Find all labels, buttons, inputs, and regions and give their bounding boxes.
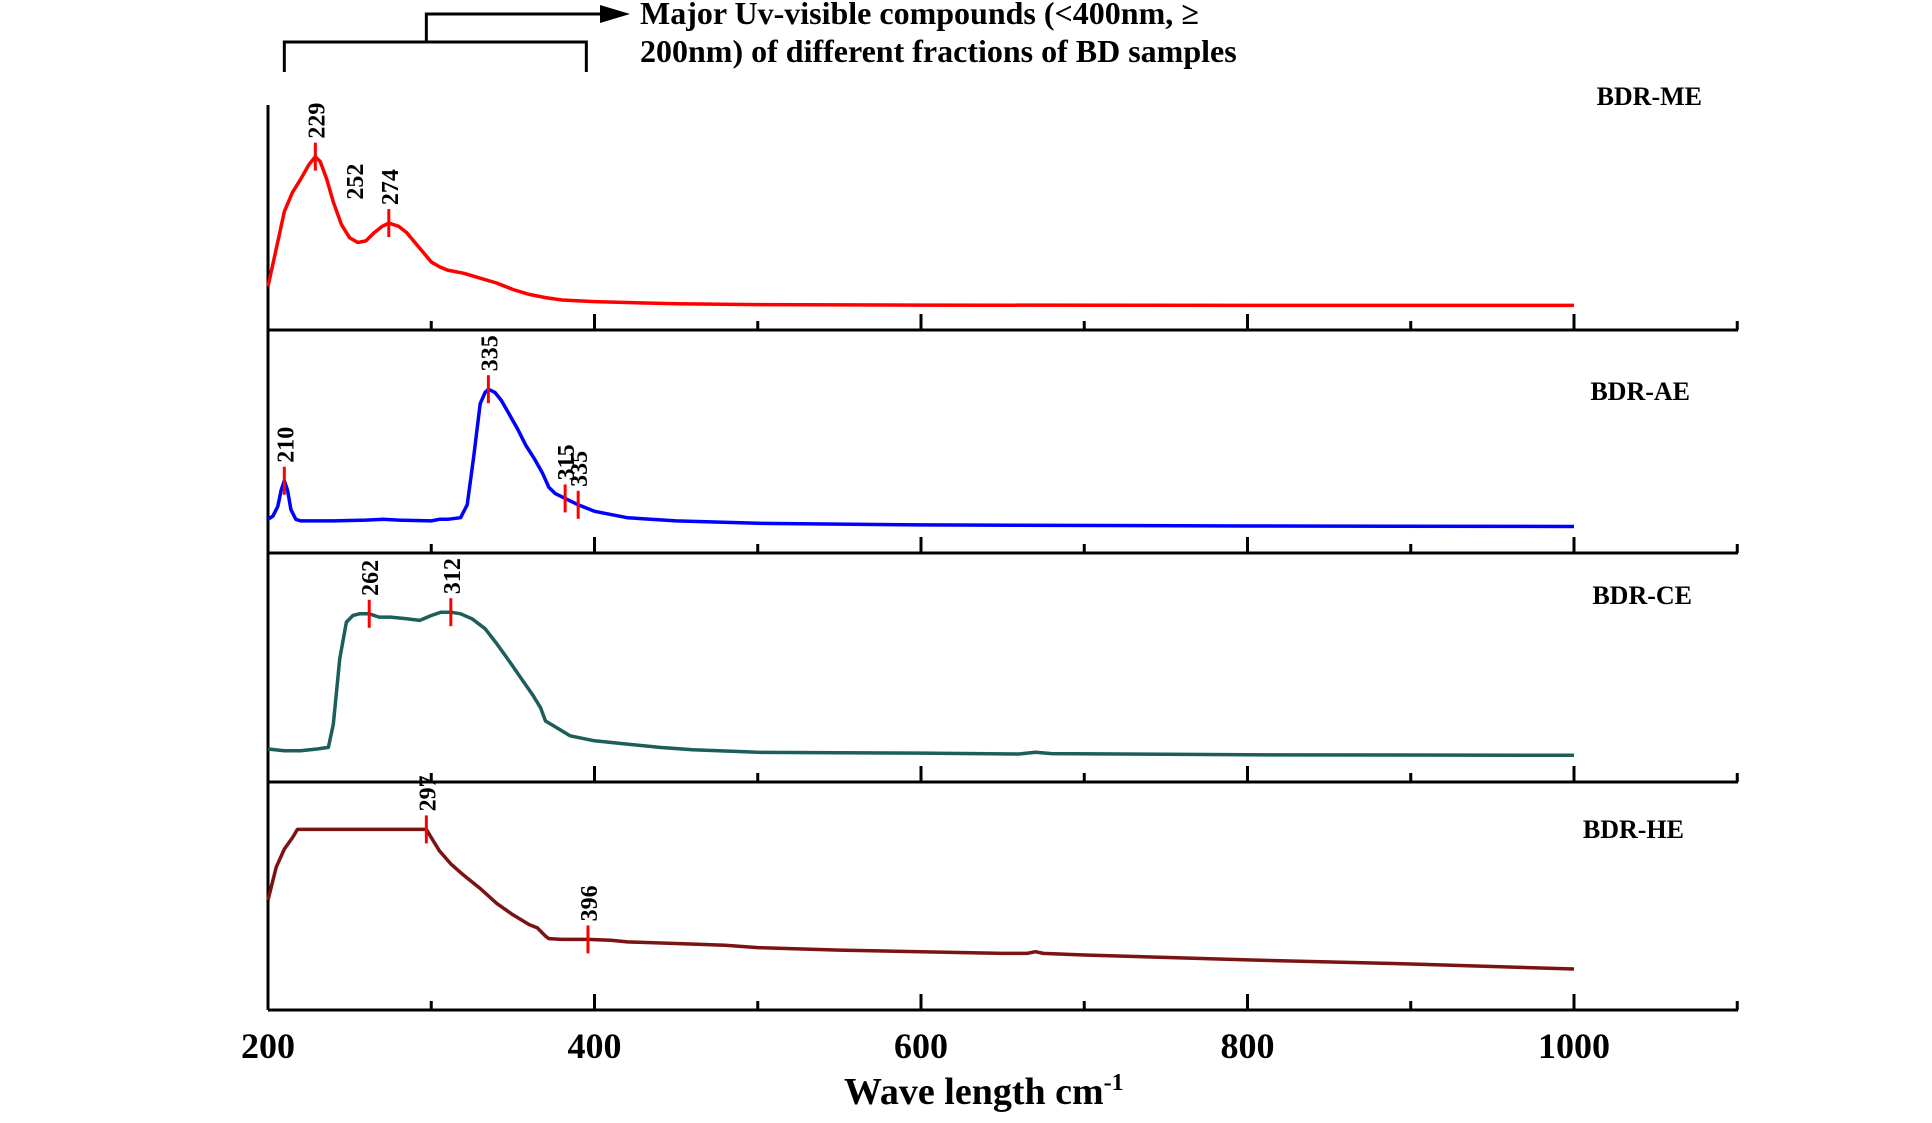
peak-label: 315 <box>554 444 580 480</box>
x-tick-label: 1000 <box>1538 1026 1610 1066</box>
panel-bdr-ce: 262 312 BDR-CE <box>266 553 1739 784</box>
x-tick-label: 400 <box>568 1026 622 1066</box>
peak-label: 335 <box>567 451 593 487</box>
x-tick-labels: 200 400 600 800 1000 <box>241 1026 1610 1066</box>
peak-label: 335 <box>477 335 503 371</box>
peak-label: 312 <box>440 558 466 594</box>
bracket-outline <box>282 40 588 72</box>
chart-title-line-1: Major Uv-visible compounds (<400nm, ≥ <box>640 0 1199 31</box>
series-label: BDR-ME <box>1597 82 1702 111</box>
x-axis-title-text: Wave length cm <box>844 1071 1104 1113</box>
panel-bdr-me: 229 252 274 BDR-ME <box>266 82 1739 332</box>
compound-range-bracket <box>282 5 630 72</box>
bracket-arrowhead <box>600 5 630 23</box>
peak-label: 297 <box>415 775 441 811</box>
x-tick-label: 800 <box>1221 1026 1275 1066</box>
chart-title-line-2: 200nm) of different fractions of BD samp… <box>640 33 1237 69</box>
series-line-bdr-ce <box>267 610 1575 758</box>
peak-label: 396 <box>577 885 603 921</box>
series-line-bdr-he <box>266 827 1575 971</box>
peak-label: 229 <box>304 103 330 139</box>
x-tick-label: 600 <box>894 1026 948 1066</box>
x-tick-label: 200 <box>241 1026 295 1066</box>
peak-label: 210 <box>273 427 299 463</box>
series-label: BDR-CE <box>1592 581 1692 610</box>
series-label: BDR-HE <box>1583 815 1684 844</box>
peak-label: 262 <box>358 560 384 596</box>
bracket-connector <box>424 12 602 42</box>
peak-label: 252 <box>343 164 369 200</box>
series-label: BDR-AE <box>1590 377 1690 406</box>
x-axis-title-superscript: -1 <box>1104 1070 1124 1096</box>
series-line-bdr-ae <box>267 387 1575 529</box>
panel-bdr-he: 297 396 BDR-HE <box>266 775 1739 1012</box>
series-line-bdr-me <box>266 154 1574 308</box>
peak-label: 274 <box>378 169 404 205</box>
x-axis-title: Wave length cm-1 <box>844 1070 1124 1113</box>
